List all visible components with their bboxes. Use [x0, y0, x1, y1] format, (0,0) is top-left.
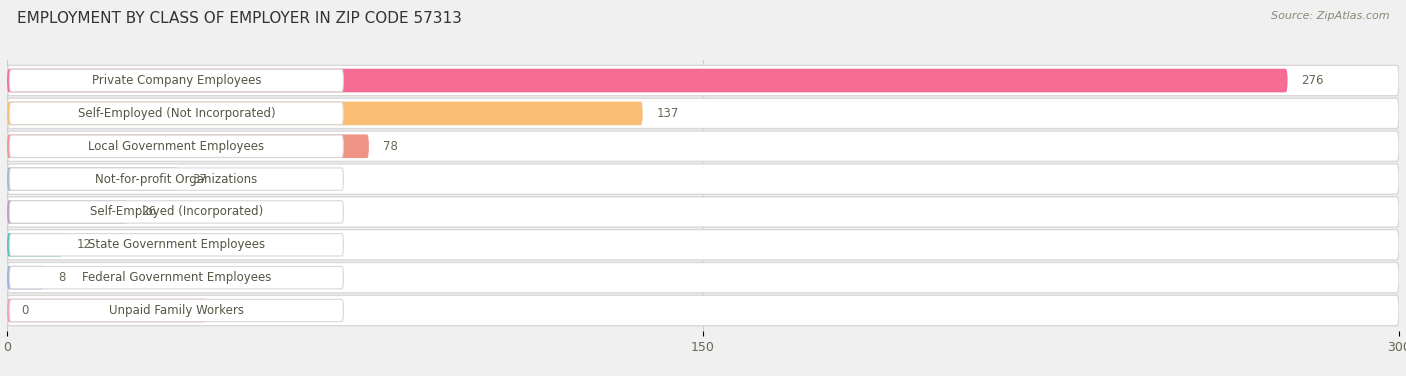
- FancyBboxPatch shape: [7, 200, 128, 224]
- Text: State Government Employees: State Government Employees: [87, 238, 264, 251]
- Text: Self-Employed (Incorporated): Self-Employed (Incorporated): [90, 205, 263, 218]
- Text: 26: 26: [142, 205, 156, 218]
- Text: 137: 137: [657, 107, 679, 120]
- FancyBboxPatch shape: [7, 299, 208, 322]
- Text: 12: 12: [77, 238, 91, 251]
- FancyBboxPatch shape: [7, 98, 1399, 129]
- FancyBboxPatch shape: [7, 233, 63, 257]
- Text: Private Company Employees: Private Company Employees: [91, 74, 262, 87]
- Text: Self-Employed (Not Incorporated): Self-Employed (Not Incorporated): [77, 107, 276, 120]
- Text: 78: 78: [382, 140, 398, 153]
- FancyBboxPatch shape: [10, 69, 343, 92]
- Text: Local Government Employees: Local Government Employees: [89, 140, 264, 153]
- Text: Source: ZipAtlas.com: Source: ZipAtlas.com: [1271, 11, 1389, 21]
- FancyBboxPatch shape: [7, 266, 44, 290]
- FancyBboxPatch shape: [7, 230, 1399, 260]
- FancyBboxPatch shape: [7, 134, 368, 158]
- FancyBboxPatch shape: [7, 65, 1399, 96]
- FancyBboxPatch shape: [7, 197, 1399, 227]
- FancyBboxPatch shape: [10, 168, 343, 190]
- FancyBboxPatch shape: [10, 135, 343, 158]
- FancyBboxPatch shape: [7, 164, 1399, 194]
- FancyBboxPatch shape: [7, 295, 1399, 326]
- FancyBboxPatch shape: [7, 262, 1399, 293]
- FancyBboxPatch shape: [7, 131, 1399, 161]
- FancyBboxPatch shape: [7, 69, 1288, 92]
- Text: Unpaid Family Workers: Unpaid Family Workers: [108, 304, 243, 317]
- FancyBboxPatch shape: [10, 233, 343, 256]
- Text: 37: 37: [193, 173, 208, 186]
- FancyBboxPatch shape: [10, 267, 343, 289]
- FancyBboxPatch shape: [10, 299, 343, 322]
- Text: 8: 8: [58, 271, 66, 284]
- Text: Not-for-profit Organizations: Not-for-profit Organizations: [96, 173, 257, 186]
- Text: Federal Government Employees: Federal Government Employees: [82, 271, 271, 284]
- FancyBboxPatch shape: [7, 102, 643, 125]
- Text: 0: 0: [21, 304, 28, 317]
- FancyBboxPatch shape: [7, 167, 179, 191]
- Text: EMPLOYMENT BY CLASS OF EMPLOYER IN ZIP CODE 57313: EMPLOYMENT BY CLASS OF EMPLOYER IN ZIP C…: [17, 11, 461, 26]
- Text: 276: 276: [1302, 74, 1324, 87]
- FancyBboxPatch shape: [10, 102, 343, 124]
- FancyBboxPatch shape: [10, 201, 343, 223]
